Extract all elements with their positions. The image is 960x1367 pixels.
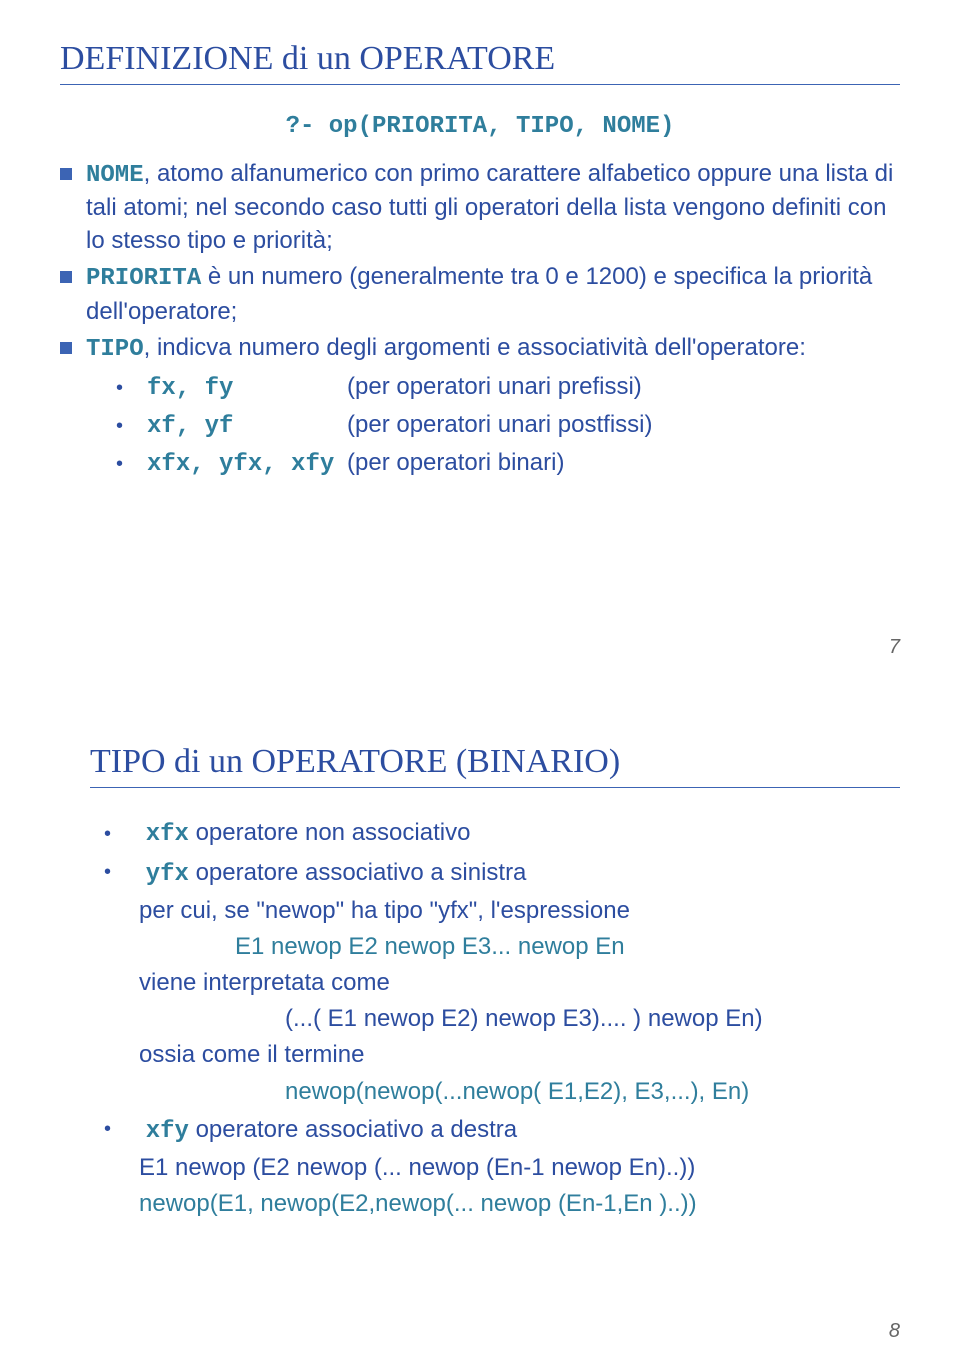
mono-types: xf, yf bbox=[147, 410, 347, 444]
line-highlight: newop(newop(...newop( E1,E2), E3,...), E… bbox=[285, 1075, 900, 1109]
bullet-tipo: TIPO, indicva numero degli argomenti e a… bbox=[60, 332, 900, 366]
mono-types: fx, fy bbox=[147, 372, 347, 406]
bullet-square-icon bbox=[60, 342, 72, 354]
sub-desc: (per operatori unari postfissi) bbox=[347, 408, 652, 442]
slide-definizione: DEFINIZIONE di un OPERATORE ?- op(PRIORI… bbox=[0, 0, 960, 683]
mono-keyword: xfy bbox=[146, 1118, 189, 1145]
dot-icon: • bbox=[116, 374, 123, 402]
item-head: operatore non associativo bbox=[189, 819, 471, 846]
dot-icon: • bbox=[116, 412, 123, 440]
item-body: xfx operatore non associativo bbox=[139, 816, 900, 852]
item-xfx: • xfx operatore non associativo bbox=[104, 816, 900, 852]
mono-keyword: yfx bbox=[146, 861, 189, 888]
page-number: 8 bbox=[889, 1320, 900, 1343]
line: E1 newop (E2 newop (... newop (En-1 newo… bbox=[139, 1151, 900, 1185]
line-highlight: newop(E1, newop(E2,newop(... newop (En-1… bbox=[139, 1187, 900, 1221]
line-highlight: E1 newop E2 newop E3... newop En bbox=[235, 930, 900, 964]
bullet-tail: , indicva numero degli argomenti e assoc… bbox=[144, 334, 806, 361]
bullet-nome: NOME, atomo alfanumerico con primo carat… bbox=[60, 158, 900, 257]
bullet-text: NOME, atomo alfanumerico con primo carat… bbox=[86, 158, 900, 257]
bullet-text: TIPO, indicva numero degli argomenti e a… bbox=[86, 332, 900, 366]
page-number: 7 bbox=[889, 636, 900, 659]
bullet-square-icon bbox=[60, 168, 72, 180]
sub-item-xf-yf: • xf, yf (per operatori unari postfissi) bbox=[116, 408, 900, 444]
bullet-tail: è un numero (generalmente tra 0 e 1200) … bbox=[86, 263, 872, 324]
mono-keyword: PRIORITA bbox=[86, 265, 201, 292]
slide-title: DEFINIZIONE di un OPERATORE bbox=[60, 40, 900, 85]
mono-keyword: TIPO bbox=[86, 336, 144, 363]
bullet-priorita: PRIORITA è un numero (generalmente tra 0… bbox=[60, 261, 900, 328]
dot-icon: • bbox=[104, 820, 111, 848]
item-body: yfx operatore associativo a sinistra per… bbox=[139, 854, 900, 1109]
line: (...( E1 newop E2) newop E3).... ) newop… bbox=[285, 1002, 900, 1036]
item-head: operatore associativo a sinistra bbox=[189, 859, 527, 886]
line: ossia come il termine bbox=[139, 1038, 900, 1072]
dot-icon: • bbox=[104, 858, 111, 886]
dot-icon: • bbox=[116, 450, 123, 478]
mono-types: xfx, yfx, xfy bbox=[147, 448, 347, 482]
bullet-text: PRIORITA è un numero (generalmente tra 0… bbox=[86, 261, 900, 328]
sub-desc: (per operatori unari prefissi) bbox=[347, 370, 642, 404]
bullet-tail: , atomo alfanumerico con primo carattere… bbox=[86, 160, 893, 254]
item-head: operatore associativo a destra bbox=[189, 1116, 517, 1143]
line: per cui, se "newop" ha tipo "yfx", l'esp… bbox=[139, 894, 900, 928]
line: viene interpretata come bbox=[139, 966, 900, 1000]
bullet-square-icon bbox=[60, 271, 72, 283]
item-body: xfy operatore associativo a destra E1 ne… bbox=[139, 1111, 900, 1221]
sub-item-fx-fy: • fx, fy (per operatori unari prefissi) bbox=[116, 370, 900, 406]
dot-icon: • bbox=[104, 1115, 111, 1143]
sub-item-xfx-yfx-xfy: • xfx, yfx, xfy (per operatori binari) bbox=[116, 446, 900, 482]
mono-keyword: NOME bbox=[86, 162, 144, 189]
item-xfy: • xfy operatore associativo a destra E1 … bbox=[104, 1111, 900, 1221]
slide-title: TIPO di un OPERATORE (BINARIO) bbox=[90, 743, 900, 788]
slide-tipo-binario: TIPO di un OPERATORE (BINARIO) • xfx ope… bbox=[0, 683, 960, 1367]
sub-desc: (per operatori binari) bbox=[347, 446, 564, 480]
item-yfx: • yfx operatore associativo a sinistra p… bbox=[104, 854, 900, 1109]
op-syntax-code: ?- op(PRIORITA, TIPO, NOME) bbox=[60, 113, 900, 140]
mono-keyword: xfx bbox=[146, 821, 189, 848]
